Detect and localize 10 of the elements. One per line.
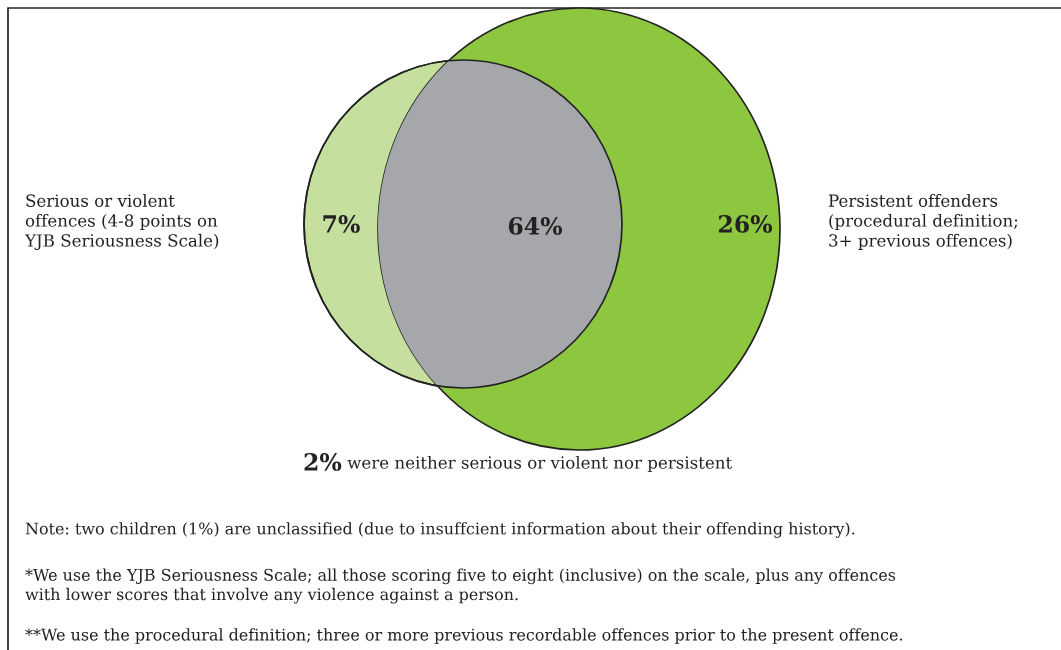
text: Persistent offenders (procedural definition; 3+ previous offences) [828,194,1018,250]
data-label: 7% [323,214,360,233]
data-label: 64% [508,216,563,235]
category-label: were neither serious or violent nor persistent [347,455,733,473]
text: Note: two children (1%) are unclassified (due to insuffcient information about their offending history). [25,522,855,538]
data-label: 2% [304,452,342,471]
data-label: 26% [718,214,773,233]
text: Serious or violent offences (4-8 points on YJB Seriousness Scale) [24,194,219,250]
text: **We use the procedural definition; three or more previous recordable offences prior to the present offence. [25,628,903,644]
text: *We use the YJB Seriousness Scale; all those scoring five to eight (inclusive) on the scale, plus any offences with lower scores that involve any violence against a person. [25,568,896,604]
